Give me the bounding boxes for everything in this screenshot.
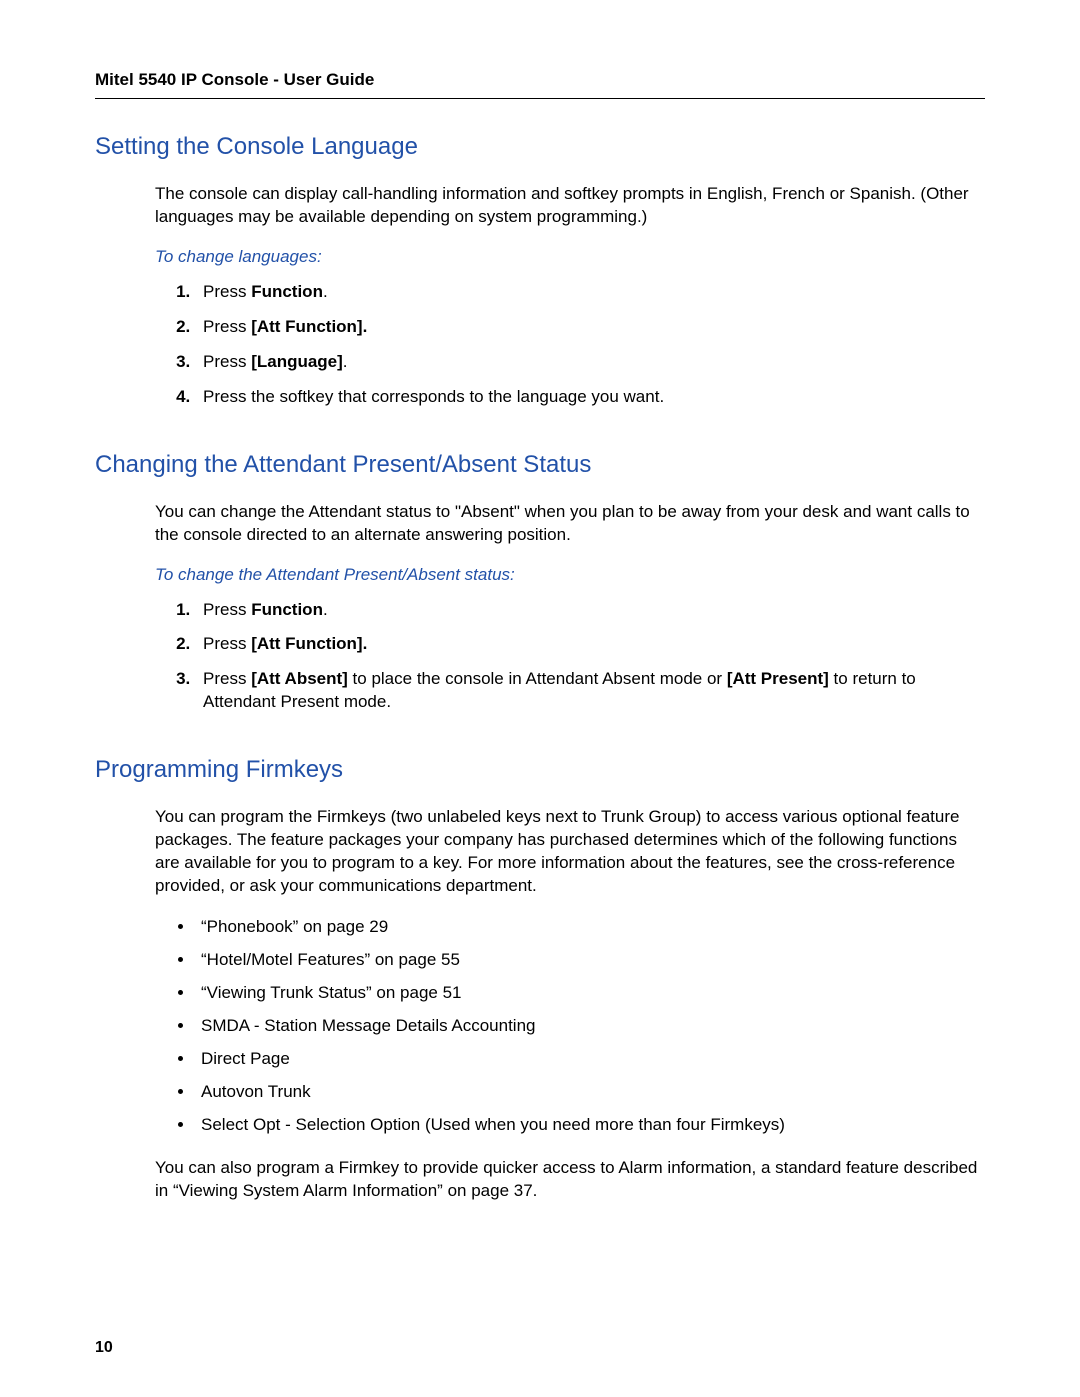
steps-list: Press Function. Press [Att Function]. Pr…	[95, 599, 985, 715]
step-text: .	[323, 282, 328, 301]
step-bold: [Att Function].	[251, 634, 367, 653]
page-header: Mitel 5540 IP Console - User Guide	[95, 70, 985, 99]
step-item: Press the softkey that corresponds to th…	[195, 386, 985, 409]
bullet-item: “Hotel/Motel Features” on page 55	[195, 949, 985, 972]
step-bold: Function	[251, 282, 323, 301]
intro-text: The console can display call-handling in…	[95, 183, 985, 229]
outro-text: You can also program a Firmkey to provid…	[95, 1157, 985, 1203]
steps-list: Press Function. Press [Att Function]. Pr…	[95, 281, 985, 409]
bullet-item: “Viewing Trunk Status” on page 51	[195, 982, 985, 1005]
step-bold: [Att Absent]	[251, 669, 348, 688]
subhead-change-attendant: To change the Attendant Present/Absent s…	[95, 565, 985, 585]
step-text: Press	[203, 634, 251, 653]
step-text: .	[323, 600, 328, 619]
bullet-item: Autovon Trunk	[195, 1081, 985, 1104]
step-text: Press	[203, 352, 251, 371]
heading-attendant-status: Changing the Attendant Present/Absent St…	[95, 451, 985, 479]
step-item: Press [Language].	[195, 351, 985, 374]
heading-programming-firmkeys: Programming Firmkeys	[95, 756, 985, 784]
step-bold: Function	[251, 600, 323, 619]
bullet-item: Select Opt - Selection Option (Used when…	[195, 1114, 985, 1137]
step-bold: [Att Present]	[727, 669, 829, 688]
bullet-item: SMDA - Station Message Details Accountin…	[195, 1015, 985, 1038]
step-bold: [Att Function].	[251, 317, 367, 336]
bullet-list: “Phonebook” on page 29 “Hotel/Motel Feat…	[95, 916, 985, 1137]
step-text: Press	[203, 282, 251, 301]
step-text: Press	[203, 317, 251, 336]
intro-text: You can program the Firmkeys (two unlabe…	[95, 806, 985, 898]
page: Mitel 5540 IP Console - User Guide Setti…	[0, 0, 1080, 1397]
step-bold: [Language]	[251, 352, 343, 371]
step-text: Press	[203, 600, 251, 619]
step-item: Press [Att Function].	[195, 316, 985, 339]
bullet-item: “Phonebook” on page 29	[195, 916, 985, 939]
step-text: to place the console in Attendant Absent…	[348, 669, 727, 688]
step-text: .	[343, 352, 348, 371]
page-number: 10	[95, 1339, 113, 1357]
heading-console-language: Setting the Console Language	[95, 133, 985, 161]
step-item: Press [Att Absent] to place the console …	[195, 668, 985, 714]
step-item: Press Function.	[195, 599, 985, 622]
step-item: Press [Att Function].	[195, 633, 985, 656]
intro-text: You can change the Attendant status to "…	[95, 501, 985, 547]
step-text: Press	[203, 669, 251, 688]
bullet-item: Direct Page	[195, 1048, 985, 1071]
subhead-change-languages: To change languages:	[95, 247, 985, 267]
step-item: Press Function.	[195, 281, 985, 304]
